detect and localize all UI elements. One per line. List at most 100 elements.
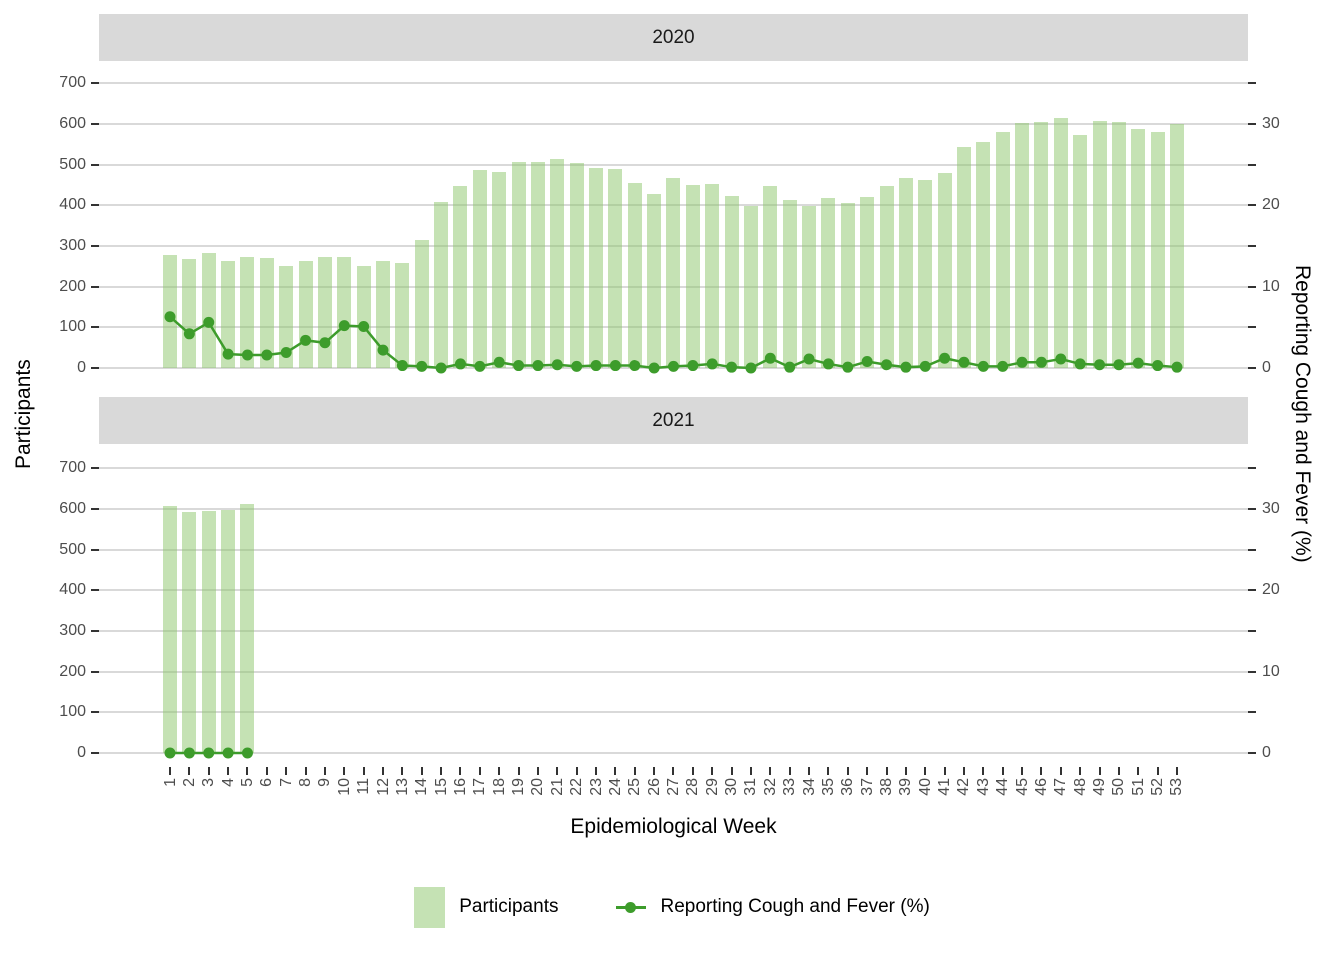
point-2020-week-44 xyxy=(997,360,1009,372)
x-tick-label-36: 36 xyxy=(839,778,857,796)
x-tick-50 xyxy=(1117,767,1120,775)
x-tick-17 xyxy=(478,767,481,775)
left-tick-label-600: 600 xyxy=(59,499,86,517)
point-2020-week-5 xyxy=(241,349,253,361)
bar-2021-week-3 xyxy=(201,510,216,753)
gridline-500 xyxy=(99,548,1248,551)
bar-2021-week-1 xyxy=(163,505,177,753)
x-tick-30 xyxy=(730,767,733,775)
x-tick-label-23: 23 xyxy=(587,778,605,796)
x-tick-label-46: 46 xyxy=(1032,778,1050,796)
x-tick-7 xyxy=(285,767,288,775)
right-tick-200 xyxy=(1248,285,1256,288)
left-tick-label-0: 0 xyxy=(77,359,86,376)
x-tick-label-48: 48 xyxy=(1071,778,1089,796)
x-tick-44 xyxy=(1001,767,1004,775)
x-tick-label-32: 32 xyxy=(761,778,779,796)
x-tick-9 xyxy=(323,767,326,775)
x-tick-label-31: 31 xyxy=(742,778,760,796)
x-tick-51 xyxy=(1137,767,1140,775)
x-tick-label-42: 42 xyxy=(955,778,973,796)
point-2020-week-1 xyxy=(164,311,176,323)
x-tick-10 xyxy=(343,767,346,775)
x-tick-label-30: 30 xyxy=(723,778,741,796)
point-2020-week-51 xyxy=(1132,357,1144,369)
bar-2020-week-40 xyxy=(918,180,933,368)
x-tick-1 xyxy=(169,767,171,775)
x-tick-label-47: 47 xyxy=(1052,778,1070,796)
point-2020-week-23 xyxy=(590,360,602,372)
x-tick-8 xyxy=(304,767,307,775)
x-tick-label-6: 6 xyxy=(258,778,276,787)
x-tick-label-9: 9 xyxy=(316,778,334,787)
y-axis-title-left: Participants xyxy=(12,359,35,469)
point-2020-week-32 xyxy=(764,352,776,364)
x-tick-31 xyxy=(749,767,752,775)
x-tick-48 xyxy=(1079,767,1082,775)
bar-2020-week-23 xyxy=(589,168,604,368)
bar-2020-week-48 xyxy=(1073,135,1088,368)
facet-panel-2020: 0 0 100 200 10 300 400 20 500 600 30 700 xyxy=(59,61,1280,383)
left-tick-label-300: 300 xyxy=(59,236,86,254)
point-2020-week-50 xyxy=(1113,359,1125,371)
legend-label-participants: Participants xyxy=(459,896,559,917)
gridline-0 xyxy=(99,752,1248,754)
x-tick-13 xyxy=(401,767,404,775)
right-tick-700 xyxy=(1248,467,1256,470)
bar-2021-week-2 xyxy=(182,512,197,753)
bar-2020-week-37 xyxy=(860,197,875,368)
x-tick-label-1: 1 xyxy=(161,778,179,787)
left-tick-label-300: 300 xyxy=(59,621,86,639)
gridline-300 xyxy=(99,629,1248,632)
x-tick-25 xyxy=(633,767,636,775)
bar-2020-week-34 xyxy=(802,206,817,368)
left-tick-700 xyxy=(91,467,99,470)
bar-2020-week-45 xyxy=(1015,123,1030,368)
point-2020-week-37 xyxy=(861,355,873,367)
x-tick-label-15: 15 xyxy=(432,778,450,796)
right-tick-300 xyxy=(1248,244,1256,247)
x-tick-26 xyxy=(653,767,656,775)
x-tick-label-2: 2 xyxy=(180,778,198,787)
legend-label-cough-fever: Reporting Cough and Fever (%) xyxy=(660,896,930,917)
x-tick-label-14: 14 xyxy=(413,778,431,796)
line-series-2020 xyxy=(164,311,1183,374)
x-tick-label-44: 44 xyxy=(994,778,1012,796)
left-tick-200 xyxy=(91,670,99,673)
bar-2020-week-2 xyxy=(182,258,197,368)
x-tick-label-34: 34 xyxy=(800,778,818,796)
bar-2020-week-4 xyxy=(221,261,236,368)
point-2020-week-25 xyxy=(629,360,641,372)
bar-2020-week-6 xyxy=(259,257,274,368)
x-tick-label-10: 10 xyxy=(335,778,353,796)
x-tick-label-52: 52 xyxy=(1149,778,1167,796)
x-tick-5 xyxy=(246,767,249,775)
right-tick-600 xyxy=(1248,122,1256,125)
x-tick-label-45: 45 xyxy=(1013,778,1031,796)
x-tick-label-20: 20 xyxy=(529,778,547,796)
bar-2020-week-26 xyxy=(647,193,662,368)
bar-2020-week-22 xyxy=(569,163,584,368)
point-2020-week-10 xyxy=(338,320,350,332)
x-tick-3 xyxy=(207,767,210,775)
bar-2020-week-47 xyxy=(1053,118,1068,368)
bar-2020-week-32 xyxy=(763,185,778,368)
left-tick-label-500: 500 xyxy=(59,540,86,558)
x-tick-label-16: 16 xyxy=(451,778,469,796)
legend: Participants Reporting Cough and Fever (… xyxy=(0,884,1344,930)
x-tick-label-18: 18 xyxy=(490,778,508,796)
point-2020-week-31 xyxy=(745,362,757,374)
x-tick-label-13: 13 xyxy=(393,778,411,796)
bar-2020-week-44 xyxy=(995,131,1010,368)
bar-2020-week-11 xyxy=(356,266,371,368)
right-tick-200 xyxy=(1248,670,1256,673)
point-2020-week-28 xyxy=(687,360,699,372)
legend-item-participants: Participants xyxy=(414,886,559,928)
point-2020-week-29 xyxy=(706,358,718,370)
legend-item-cough-fever: Reporting Cough and Fever (%) xyxy=(616,896,930,918)
x-tick-label-28: 28 xyxy=(684,778,702,796)
facet-panel-2021: 0 0 100 200 10 300 400 20 500 600 30 700 xyxy=(59,444,1280,767)
point-2020-week-14 xyxy=(416,360,428,372)
x-tick-label-22: 22 xyxy=(568,778,586,796)
left-tick-0 xyxy=(91,367,99,369)
